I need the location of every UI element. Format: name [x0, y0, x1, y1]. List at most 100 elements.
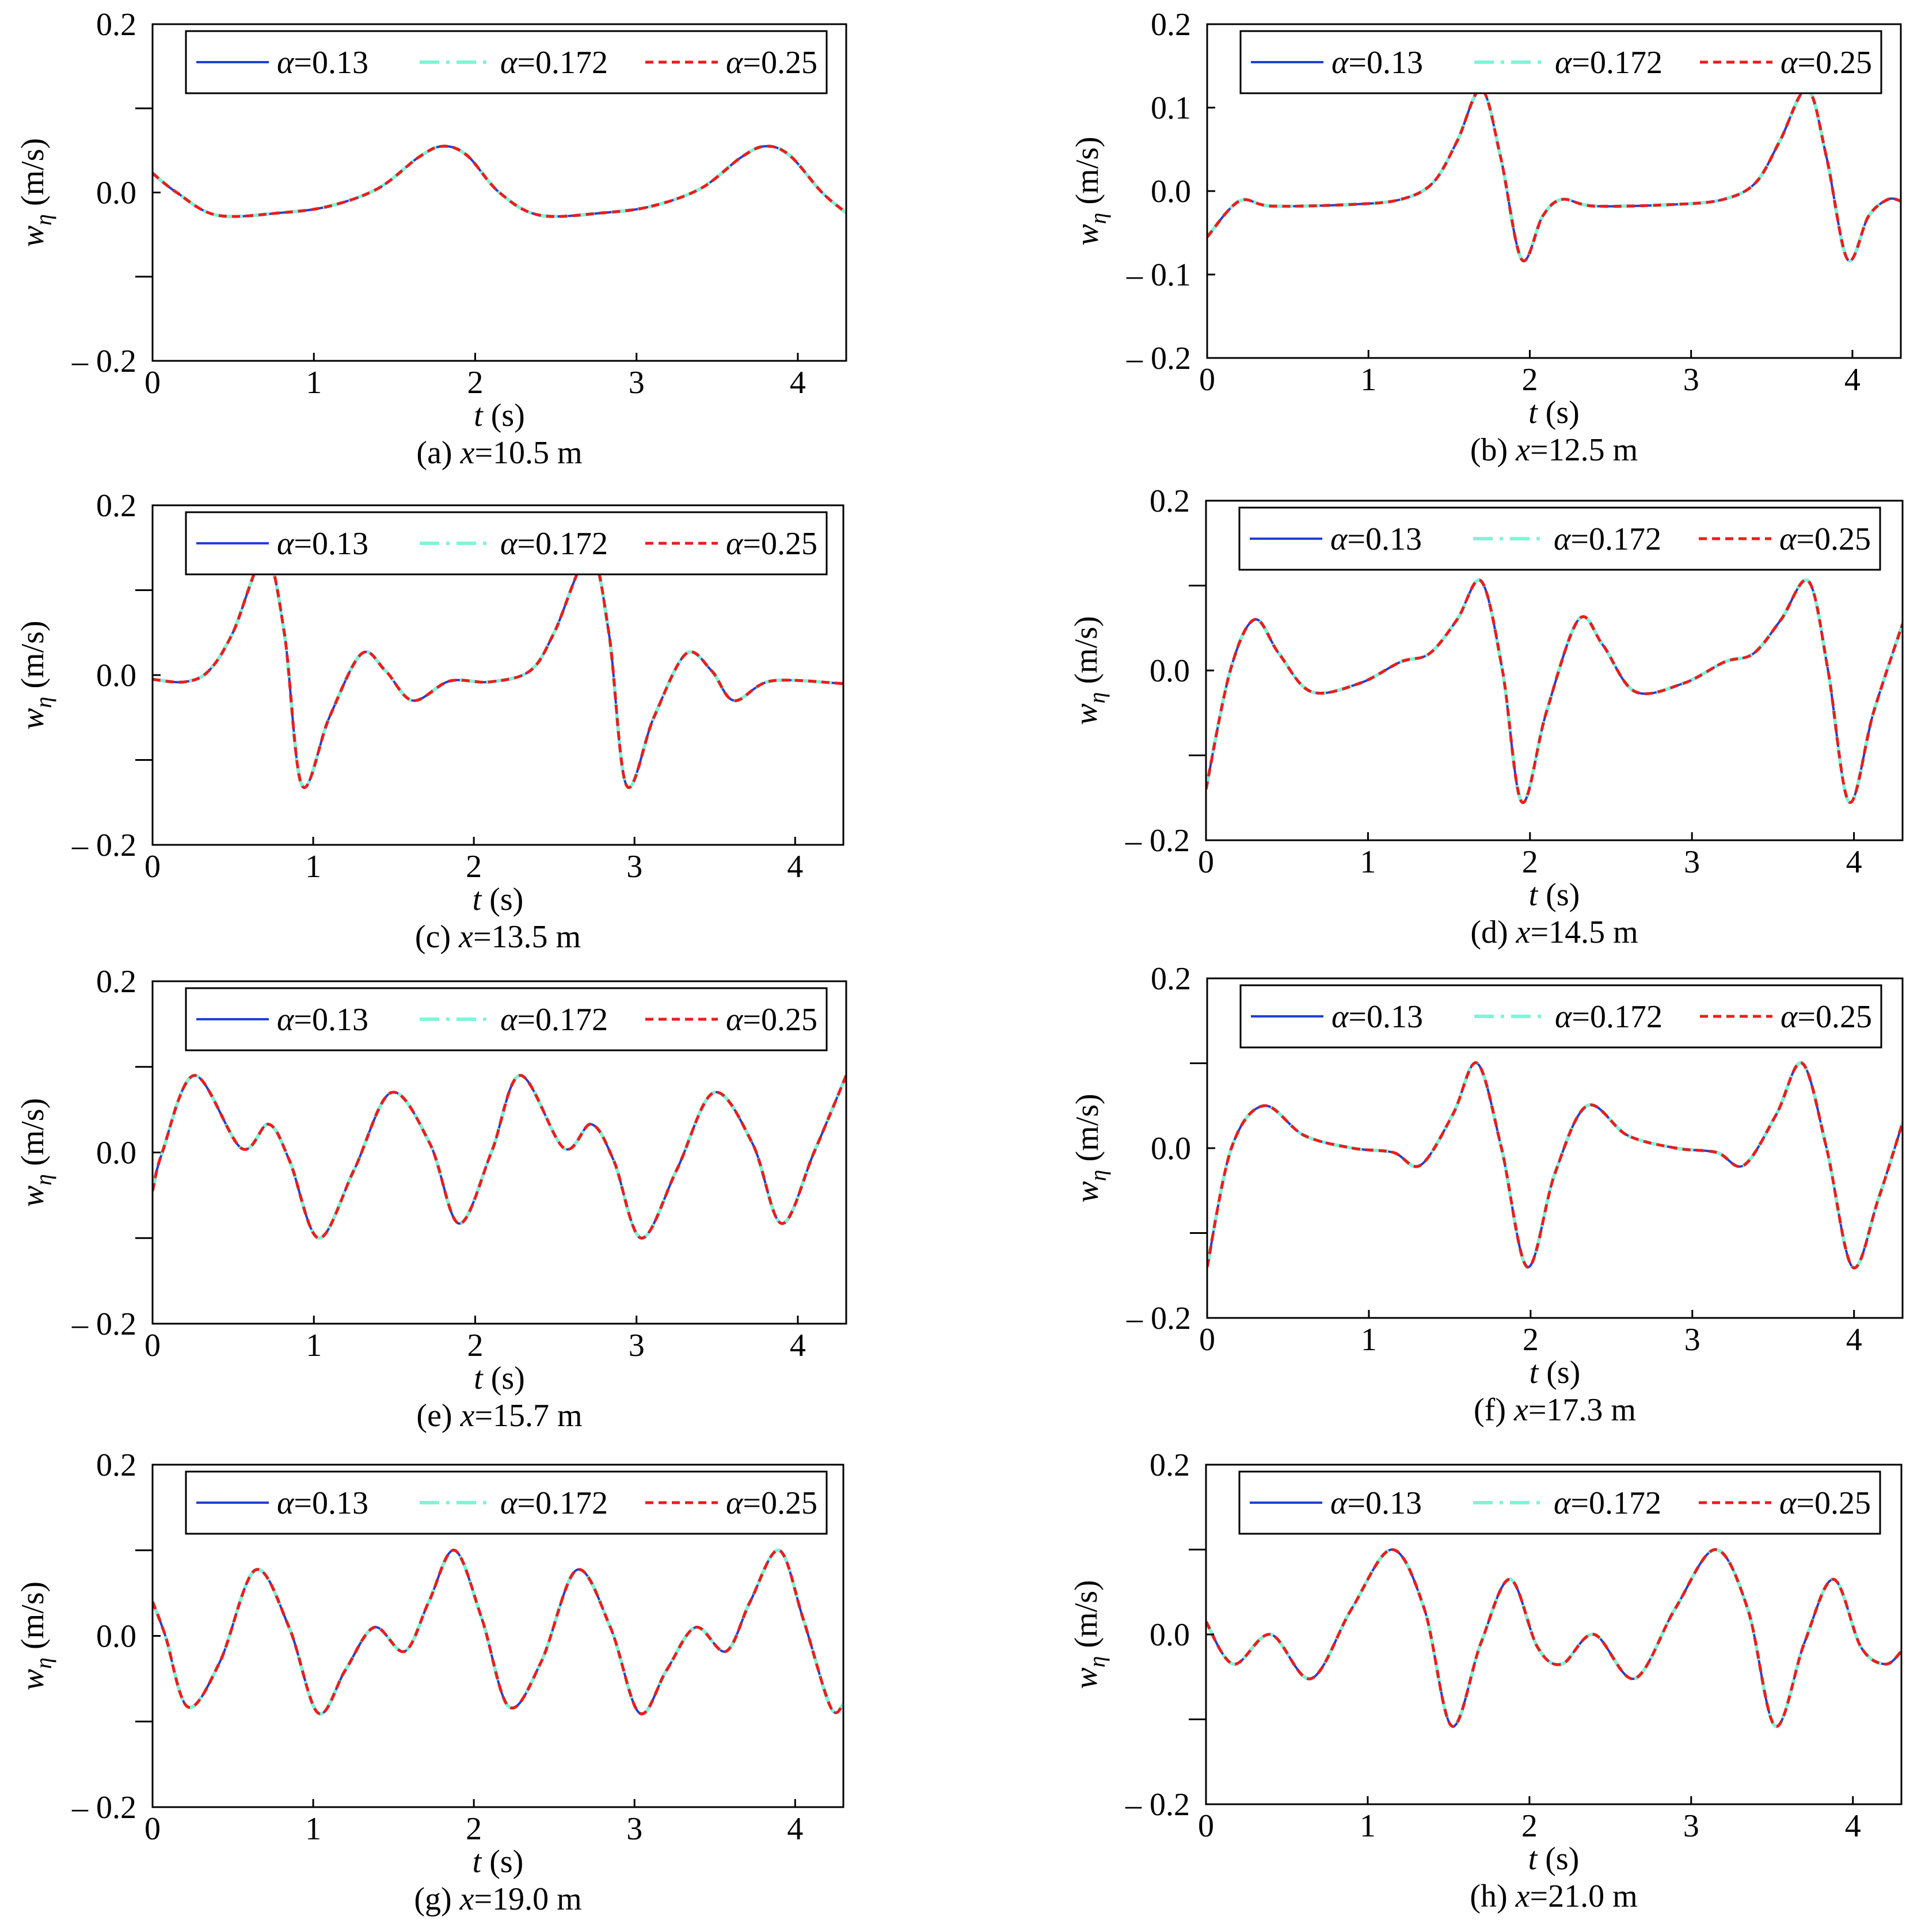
y-tick-label: – 0.1: [1126, 257, 1191, 293]
legend-value: =0.25: [1796, 521, 1871, 557]
legend-label-2: α=0.172: [500, 1002, 608, 1038]
caption-prefix: (h): [1470, 1878, 1515, 1914]
x-tick-label: 4: [1846, 1322, 1862, 1358]
legend-box: [185, 30, 828, 94]
series-line-3: [153, 553, 843, 789]
chart-panel-d: 0 1 2 3 40.20.0– 0.2wη (m/s)t (s)(d) x=14.5 …: [1068, 483, 1904, 950]
y-tick-label: 0.2: [96, 7, 136, 43]
legend-value: =0.172: [517, 45, 608, 81]
series-line-3: [153, 1074, 846, 1240]
chart-panel-c: 0 1 2 3 40.20.0– 0.2wη (m/s)t (s)(c) x=13.5 …: [15, 488, 844, 955]
legend-label-3: α=0.25: [1781, 999, 1872, 1035]
y-tick-label: 0.2: [96, 488, 136, 524]
legend-value: =0.25: [743, 1002, 817, 1038]
x-axis-label-unit: (s): [483, 398, 525, 433]
x-tick-label: 2: [466, 849, 482, 885]
y-tick-label: – 0.2: [1126, 1301, 1191, 1336]
legend-label-3: α=0.25: [726, 1002, 817, 1038]
y-tick-label: 0.0: [1150, 653, 1190, 689]
legend-value: =0.25: [743, 1485, 817, 1521]
chart-panel-a: 0 1 2 3 40.20.0– 0.2wη (m/s)t (s)(a) x=10.5 …: [15, 7, 847, 471]
legend: α=0.13 α=0.172 α=0.25: [185, 511, 828, 576]
legend-symbol: α: [500, 1485, 518, 1521]
x-tick-label: 4: [1844, 362, 1861, 398]
legend-label-1: α=0.13: [277, 526, 368, 562]
legend-value: =0.172: [1570, 521, 1661, 557]
y-tick-label: 0.0: [1151, 1131, 1191, 1167]
chart-panel-h: 0 1 2 3 40.20.0– 0.2wη (m/s)t (s)(h) x=21.0 …: [1068, 1447, 1903, 1914]
series-line-2: [153, 1548, 843, 1716]
caption-value: =14.5 m: [1531, 914, 1638, 950]
series-line-2: [153, 144, 846, 219]
series-line-1: [1207, 1061, 1903, 1270]
legend-value: =0.25: [1796, 1485, 1871, 1521]
x-tick-label: 1: [306, 1328, 322, 1363]
legend-label-1: α=0.13: [277, 45, 368, 81]
legend-label-3: α=0.25: [1779, 1485, 1871, 1521]
y-tick-label: – 0.2: [71, 1306, 136, 1342]
x-tick-label: 3: [629, 1328, 645, 1363]
y-tick-label: – 0.2: [1125, 823, 1190, 859]
legend-symbol: α: [1555, 999, 1573, 1035]
y-tick-label: 0.0: [96, 1135, 136, 1171]
legend-symbol: α: [500, 1002, 518, 1038]
caption-value: =13.5 m: [473, 919, 581, 955]
legend-value: =0.25: [743, 45, 817, 81]
series-line-1: [153, 1549, 843, 1716]
legend-symbol: α: [277, 1002, 295, 1038]
chart-panel-f: 0 1 2 3 40.20.0– 0.2wη (m/s)t (s)(f) x=17.3 …: [1070, 961, 1904, 1428]
legend-label-1: α=0.13: [277, 1002, 368, 1038]
legend-value: =0.13: [1348, 999, 1423, 1035]
legend-value: =0.172: [517, 526, 608, 562]
y-axis-label: wη (m/s): [1068, 1580, 1110, 1689]
caption-variable: x: [1515, 1878, 1530, 1914]
legend-symbol: α: [1330, 521, 1348, 557]
y-axis-label-symbol: w: [15, 708, 51, 729]
legend: α=0.13 α=0.172 α=0.25: [1239, 30, 1882, 94]
legend-symbol: α: [1331, 45, 1349, 81]
caption-prefix: (d): [1470, 914, 1516, 950]
y-tick-label: 0.2: [1150, 1447, 1190, 1483]
x-axis-label-unit: (s): [1538, 877, 1580, 913]
legend-symbol: α: [1779, 521, 1797, 557]
y-tick-label: 0.2: [1150, 483, 1190, 519]
x-axis-label-unit: (s): [1537, 1841, 1579, 1877]
x-tick-label: 0: [1199, 1322, 1215, 1358]
y-axis-label-subscript: η: [1085, 1170, 1111, 1182]
legend: α=0.13 α=0.172 α=0.25: [185, 987, 828, 1051]
caption-prefix: (f): [1474, 1392, 1514, 1428]
series-line-1: [153, 1074, 846, 1240]
y-tick-label: 0.1: [1151, 90, 1191, 126]
legend-label-2: α=0.172: [500, 1485, 608, 1521]
series-line-2: [153, 1073, 846, 1240]
series-line-3: [1207, 1061, 1903, 1270]
x-tick-label: 1: [305, 1811, 321, 1847]
legend-symbol: α: [1331, 999, 1349, 1035]
caption-value: =19.0 m: [474, 1881, 582, 1917]
legend-symbol: α: [726, 1002, 744, 1038]
legend-box: [1239, 30, 1882, 94]
legend-box: [1239, 984, 1882, 1049]
x-tick-label: 4: [1845, 1808, 1861, 1844]
x-tick-label: 3: [1683, 1808, 1699, 1844]
x-tick-label: 2: [1521, 1808, 1538, 1844]
legend-label-2: α=0.172: [500, 45, 608, 81]
x-tick-label: 0: [144, 1328, 161, 1363]
legend-box: [185, 987, 828, 1051]
subplot-caption: (c) x=13.5 m: [415, 919, 581, 955]
y-axis-label-unit: (m/s): [1068, 616, 1104, 692]
series-line-2: [153, 552, 843, 790]
legend-symbol: α: [277, 526, 295, 562]
x-axis-label-symbol: t: [1529, 877, 1539, 913]
y-tick-label: – 0.2: [1125, 1787, 1190, 1823]
x-axis-label: t (s): [1528, 395, 1580, 430]
x-axis-label-unit: (s): [1538, 1355, 1580, 1390]
legend-label-2: α=0.172: [500, 526, 608, 562]
caption-prefix: (g): [414, 1881, 459, 1917]
legend-label-1: α=0.13: [1330, 521, 1422, 557]
caption-prefix: (e): [416, 1398, 460, 1434]
x-tick-label: 0: [144, 1811, 161, 1847]
legend-symbol: α: [1555, 45, 1573, 81]
x-axis-label-unit: (s): [481, 882, 523, 917]
legend-label-3: α=0.25: [726, 526, 817, 562]
